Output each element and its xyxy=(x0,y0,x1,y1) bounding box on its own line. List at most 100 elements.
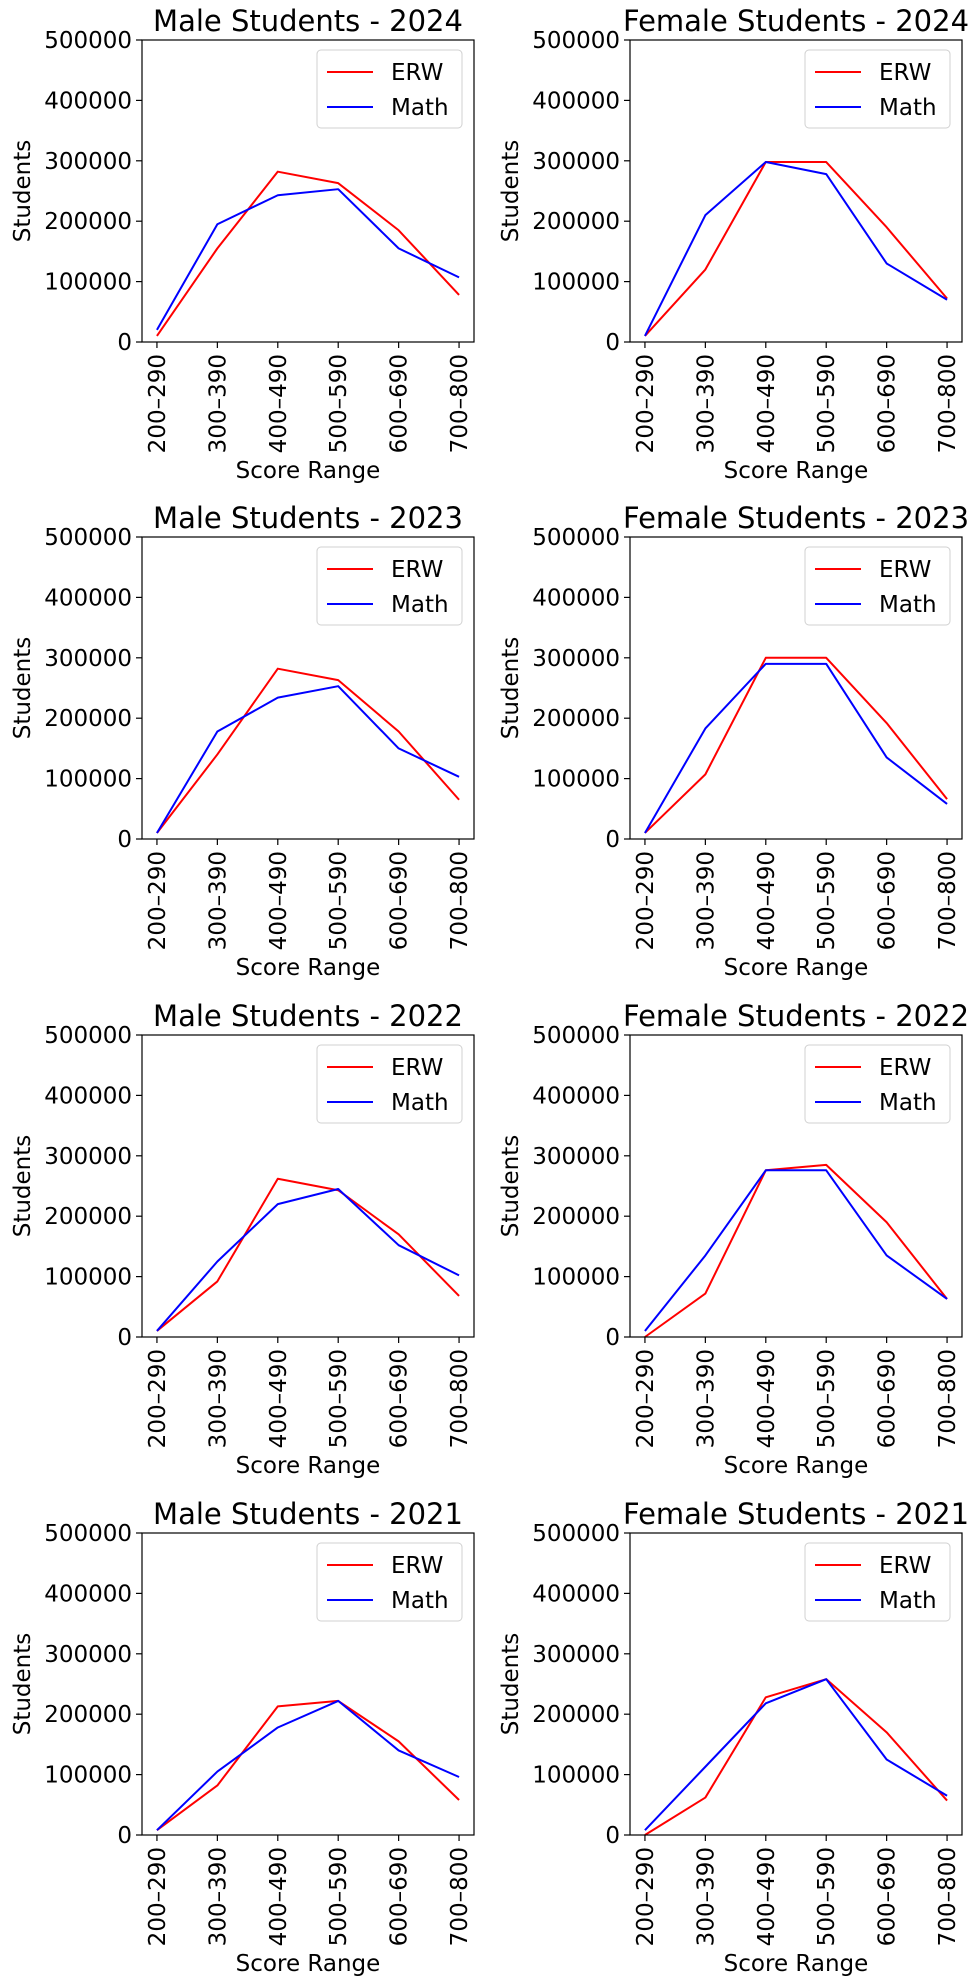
axes-frame xyxy=(629,1034,963,1338)
x-axis-label: Score Range xyxy=(236,1951,381,1977)
x-tick-label: 400–490 xyxy=(754,851,780,950)
chart-title: Female Students - 2021 xyxy=(623,1497,969,1531)
x-tick-label: 500–590 xyxy=(814,851,840,950)
y-tick-label: 100000 xyxy=(44,1265,132,1291)
y-tick-label: 500000 xyxy=(532,28,620,54)
x-tick-label: 300–390 xyxy=(205,1847,231,1946)
x-tick-label: 200–290 xyxy=(145,1847,171,1946)
x-tick-label: 600–690 xyxy=(387,851,413,950)
y-tick-label: 300000 xyxy=(532,1144,620,1170)
x-tick-label: 600–690 xyxy=(387,1847,413,1946)
legend: ERW Math xyxy=(316,49,463,129)
subplot-7: Male Students - 2021 0 100000 200000 300000 4… xyxy=(10,1497,475,1977)
y-tick-label: 100000 xyxy=(532,767,620,793)
legend-label: ERW xyxy=(391,557,443,583)
y-tick-label: 300000 xyxy=(532,646,620,672)
series-line-math xyxy=(644,1169,948,1332)
y-tick-label: 300000 xyxy=(44,1642,132,1668)
y-tick-label: 500000 xyxy=(44,1023,132,1049)
x-tick-label: 700–800 xyxy=(935,851,961,950)
series-line-math xyxy=(644,662,948,834)
y-tick-label: 0 xyxy=(605,1325,620,1351)
subplot-2: Female Students - 2024 0 100000 200000 30000… xyxy=(498,4,969,484)
y-tick-label: 0 xyxy=(117,330,132,356)
y-tick-label: 400000 xyxy=(44,585,132,611)
axes-frame xyxy=(141,1532,475,1836)
x-tick-label: 300–390 xyxy=(205,1349,231,1448)
x-tick-label: 500–590 xyxy=(326,1847,352,1946)
x-tick-label: 300–390 xyxy=(693,1847,719,1946)
legend-box xyxy=(804,49,951,129)
y-tick-label: 400000 xyxy=(532,1083,620,1109)
legend-box xyxy=(316,1044,463,1124)
x-tick-label: 400–490 xyxy=(266,354,292,453)
legend-box xyxy=(316,546,463,626)
legend-label: ERW xyxy=(391,60,443,86)
legend-label: Math xyxy=(391,1090,449,1116)
legend: ERW Math xyxy=(804,546,951,626)
series-line-erw xyxy=(156,170,460,337)
legend-box xyxy=(316,49,463,129)
x-tick-label: 300–390 xyxy=(693,1349,719,1448)
y-tick-label: 100000 xyxy=(44,270,132,296)
y-tick-label: 0 xyxy=(605,827,620,853)
legend-label: Math xyxy=(391,592,449,618)
y-axis-label: Students xyxy=(10,1135,36,1238)
y-tick-label: 300000 xyxy=(532,149,620,175)
legend: ERW Math xyxy=(316,1044,463,1124)
x-tick-label: 400–490 xyxy=(266,1847,292,1946)
chart-title: Female Students - 2024 xyxy=(623,4,969,38)
x-tick-label: 700–800 xyxy=(447,1349,473,1448)
legend: ERW Math xyxy=(804,49,951,129)
y-tick-label: 100000 xyxy=(532,1763,620,1789)
legend-label: ERW xyxy=(879,1553,931,1579)
x-tick-label: 300–390 xyxy=(205,354,231,453)
legend-label: ERW xyxy=(879,60,931,86)
axes-frame xyxy=(141,39,475,343)
series-line-erw xyxy=(156,1699,460,1831)
x-tick-label: 400–490 xyxy=(266,1349,292,1448)
chart-title: Female Students - 2022 xyxy=(623,999,969,1033)
x-axis-label: Score Range xyxy=(236,955,381,981)
series-line-math xyxy=(156,1188,460,1332)
legend: ERW Math xyxy=(316,546,463,626)
y-tick-label: 400000 xyxy=(532,88,620,114)
x-tick-label: 700–800 xyxy=(935,1349,961,1448)
x-tick-label: 400–490 xyxy=(754,1847,780,1946)
legend-label: ERW xyxy=(879,557,931,583)
legend-label: ERW xyxy=(391,1055,443,1081)
axes-frame xyxy=(629,39,963,343)
y-tick-label: 300000 xyxy=(532,1642,620,1668)
legend-label: Math xyxy=(391,1588,449,1614)
y-tick-label: 100000 xyxy=(44,1763,132,1789)
y-axis-label: Students xyxy=(498,637,524,740)
x-tick-label: 700–800 xyxy=(447,851,473,950)
subplot-8: Female Students - 2021 0 100000 200000 30000… xyxy=(498,1497,969,1977)
y-tick-label: 100000 xyxy=(44,767,132,793)
x-tick-label: 200–290 xyxy=(633,851,659,950)
x-tick-label: 600–690 xyxy=(875,851,901,950)
y-tick-label: 500000 xyxy=(44,28,132,54)
series-line-math xyxy=(156,188,460,331)
x-tick-label: 600–690 xyxy=(875,354,901,453)
y-tick-label: 400000 xyxy=(44,1083,132,1109)
x-tick-label: 600–690 xyxy=(875,1847,901,1946)
chart-title: Male Students - 2021 xyxy=(153,1497,463,1531)
series-line-math xyxy=(644,161,948,337)
y-tick-label: 200000 xyxy=(44,706,132,732)
x-tick-label: 600–690 xyxy=(875,1349,901,1448)
series-line-erw xyxy=(644,1678,948,1836)
series-line-erw xyxy=(156,1177,460,1332)
y-axis-label: Students xyxy=(498,1633,524,1736)
y-tick-label: 0 xyxy=(605,330,620,356)
y-axis-label: Students xyxy=(498,140,524,243)
legend-label: Math xyxy=(879,1588,937,1614)
x-tick-label: 500–590 xyxy=(326,354,352,453)
legend-label: ERW xyxy=(391,1553,443,1579)
y-tick-label: 200000 xyxy=(532,706,620,732)
y-tick-label: 500000 xyxy=(532,1521,620,1547)
x-tick-label: 300–390 xyxy=(693,354,719,453)
axes-frame xyxy=(629,536,963,840)
x-tick-label: 500–590 xyxy=(814,1847,840,1946)
